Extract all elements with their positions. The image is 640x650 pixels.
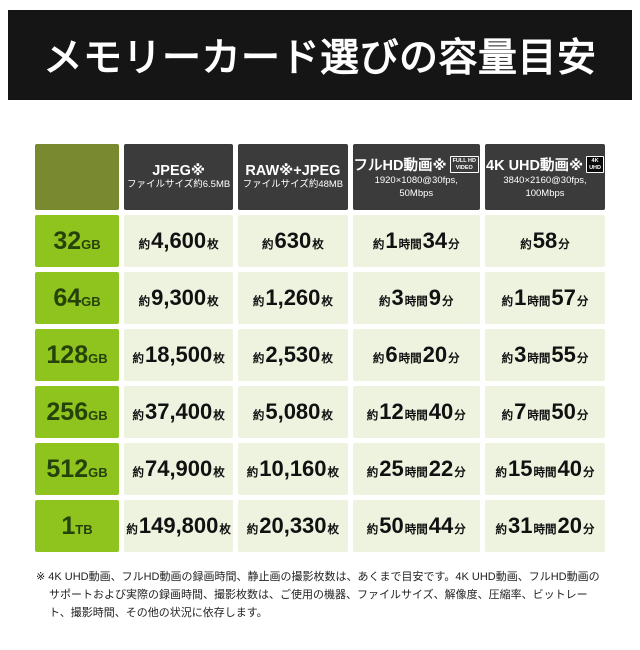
value-cell-fullhd-video: 約50時間44分 [352, 500, 480, 552]
column-title: フルHD動画※ [353, 158, 447, 175]
value-cell-4k-uhd-video: 約1時間57分 [485, 272, 605, 324]
value-cell-4k-uhd-video: 約7時間50分 [485, 386, 605, 438]
value-cell-jpeg: 約74,900枚 [124, 443, 234, 495]
capacity-cell: 128GB [35, 329, 119, 381]
capacity-cell: 64GB [35, 272, 119, 324]
value-cell-4k-uhd-video: 約15時間40分 [485, 443, 605, 495]
memory-card-capacity-infographic: メモリーカード選びの容量目安 JPEG※ ファイルサイズ約6.5MB RAW※+JP… [0, 10, 640, 622]
value-cell-raw-jpeg: 約10,160枚 [238, 443, 348, 495]
footnote: ※ 4K UHD動画、フルHD動画の録画時間、静止画の撮影枚数は、あくまで目安で… [36, 571, 600, 620]
column-subtitle: 3840×2160@30fps, [503, 175, 587, 187]
title-banner: メモリーカード選びの容量目安 [8, 10, 632, 100]
4k-uhd-badge: 4K UHD [586, 156, 604, 174]
value-cell-jpeg: 約18,500枚 [124, 329, 234, 381]
fullhd-video-badge: FULL HD VIDEO [449, 156, 479, 174]
value-cell-jpeg: 約9,300枚 [124, 272, 234, 324]
table-corner-cell [35, 144, 119, 210]
value-cell-raw-jpeg: 約5,080枚 [238, 386, 348, 438]
value-cell-fullhd-video: 約6時間20分 [352, 329, 480, 381]
column-title: JPEG※ [152, 162, 206, 179]
page-title: メモリーカード選びの容量目安 [43, 37, 597, 80]
capacity-table: JPEG※ ファイルサイズ約6.5MB RAW※+JPEG ファイルサイズ約48MB フ… [35, 144, 605, 552]
value-cell-4k-uhd-video: 約31時間20分 [485, 500, 605, 552]
capacity-cell: 32GB [35, 215, 119, 267]
value-cell-raw-jpeg: 約20,330枚 [238, 500, 348, 552]
column-title: 4K UHD動画※ [486, 158, 584, 175]
column-header-raw-jpeg: RAW※+JPEG ファイルサイズ約48MB [238, 144, 348, 210]
value-cell-fullhd-video: 約12時間40分 [352, 386, 480, 438]
value-cell-4k-uhd-video: 約3時間55分 [485, 329, 605, 381]
value-cell-jpeg: 約4,600枚 [124, 215, 234, 267]
value-cell-fullhd-video: 約25時間22分 [352, 443, 480, 495]
column-subtitle: 1920×1080@30fps, [374, 175, 458, 187]
value-cell-fullhd-video: 約3時間9分 [352, 272, 480, 324]
value-cell-raw-jpeg: 約1,260枚 [238, 272, 348, 324]
column-subtitle: 50Mbps [399, 187, 434, 199]
value-cell-raw-jpeg: 約630枚 [238, 215, 348, 267]
value-cell-jpeg: 約37,400枚 [124, 386, 234, 438]
capacity-cell: 512GB [35, 443, 119, 495]
column-header-fullhd-video: フルHD動画※ FULL HD VIDEO 1920×1080@30fps, 50Mbp… [352, 144, 480, 210]
value-cell-jpeg: 約149,800枚 [124, 500, 234, 552]
capacity-cell: 256GB [35, 386, 119, 438]
value-cell-raw-jpeg: 約2,530枚 [238, 329, 348, 381]
capacity-cell: 1TB [35, 500, 119, 552]
column-subtitle: 100Mbps [525, 187, 565, 199]
column-header-jpeg: JPEG※ ファイルサイズ約6.5MB [124, 144, 234, 210]
column-header-4k-uhd-video: 4K UHD動画※ 4K UHD 3840×2160@30fps, 100Mbps [485, 144, 605, 210]
value-cell-fullhd-video: 約1時間34分 [352, 215, 480, 267]
column-subtitle: ファイルサイズ約48MB [242, 178, 344, 190]
column-subtitle: ファイルサイズ約6.5MB [127, 178, 231, 190]
value-cell-4k-uhd-video: 約58分 [485, 215, 605, 267]
column-title: RAW※+JPEG [245, 162, 341, 179]
